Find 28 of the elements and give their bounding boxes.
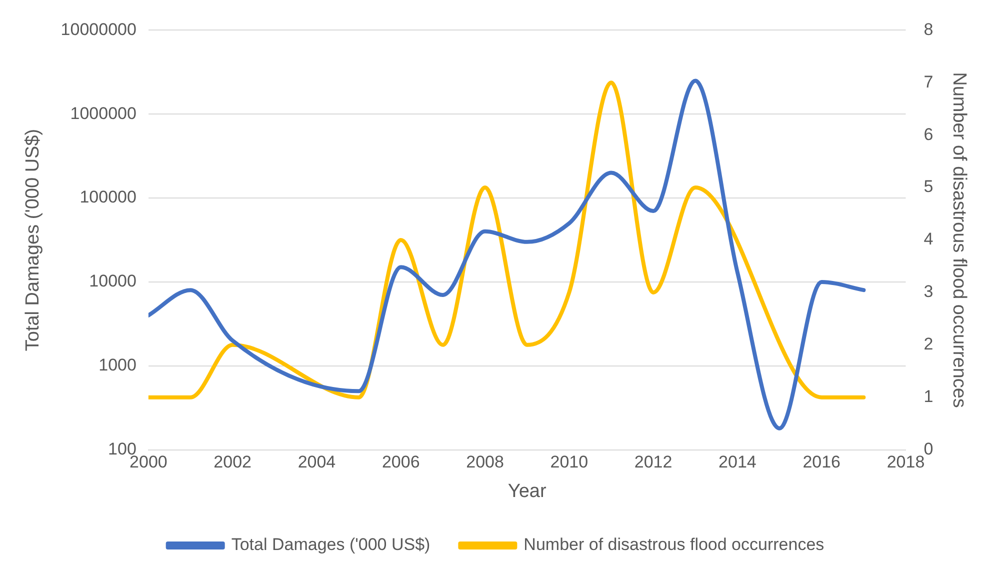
x-tick-label: 2006 [382,452,420,472]
y2-tick-label: 4 [924,230,934,249]
x-tick-label: 2010 [550,452,588,472]
x-tick-label: 2008 [466,452,504,472]
x-tick-label: 2002 [214,452,252,472]
y2-tick-label: 2 [924,334,934,354]
legend-label: Number of disastrous flood occurrences [524,535,824,554]
y2-tick-label: 5 [924,177,934,196]
y2-tick-label: 6 [924,124,934,144]
y2-tick-label: 8 [924,20,934,39]
y2-tick-label: 1 [924,387,934,406]
x-axis-title: Year [508,480,547,502]
y-tick-label: 1000 [98,356,136,375]
y-tick-label: 10000 [89,272,136,291]
y2-tick-label: 7 [924,72,934,92]
legend-label: Total Damages ('000 US$) [231,535,430,554]
x-tick-label: 2016 [802,452,841,472]
x-tick-label: 2012 [634,452,672,472]
x-tick-label: 2014 [718,452,756,472]
y2-tick-label: 0 [924,439,934,458]
y2-tick-label: 3 [924,282,934,302]
y-tick-label: 10000000 [60,20,136,39]
y-axis-title: Total Damages ('000 US$) [22,128,44,352]
y2-axis-title: Number of disastrous flood occurrences [948,72,970,408]
y-tick-label: 100000 [80,188,136,207]
y-tick-label: 1000000 [70,104,136,123]
x-tick-label: 2004 [298,452,336,472]
x-tick-label: 2018 [886,452,925,472]
